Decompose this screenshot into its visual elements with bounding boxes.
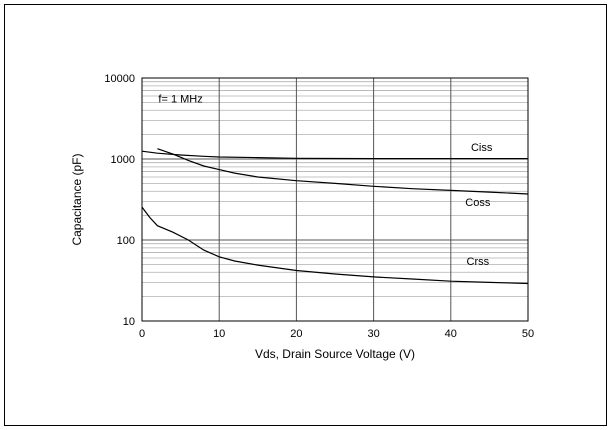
series-line-coss — [157, 148, 529, 195]
y-tick-label: 10 — [123, 316, 135, 328]
annotations: f= 1 MHz Ciss Coss Crss — [158, 93, 492, 268]
annotation-label: Crss — [467, 256, 490, 268]
series-layer — [141, 148, 529, 285]
plot-area-border — [141, 77, 529, 322]
series-line-ciss — [141, 150, 528, 160]
x-tick-label: 20 — [290, 328, 302, 340]
annotation-label: Ciss — [471, 142, 493, 154]
x-tick-label: 10 — [213, 328, 225, 340]
x-tick-label: 0 — [139, 328, 145, 340]
y-tick-label: 100 — [117, 235, 135, 247]
annotation-label: f= 1 MHz — [158, 93, 202, 105]
capacitance-chart: 0 10 20 30 40 50 10 100 1000 10000 f= 1 MHz Ciss Co… — [70, 73, 534, 361]
y-tick-label: 10000 — [104, 73, 135, 85]
x-tick-label: 40 — [445, 328, 457, 340]
y-axis-label: Capacitance (pF) — [70, 153, 84, 245]
chart-frame: 0 10 20 30 40 50 10 100 1000 10000 f= 1 MHz Ciss Co… — [4, 4, 607, 426]
x-tick-label: 50 — [522, 328, 534, 340]
x-axis-label: Vds, Drain Source Voltage (V) — [255, 347, 415, 361]
tick-labels: 0 10 20 30 40 50 10 100 1000 10000 — [104, 73, 534, 340]
annotation-label: Coss — [465, 197, 491, 209]
series-line-crss — [141, 206, 529, 285]
y-tick-label: 1000 — [111, 154, 135, 166]
minor-gridlines — [142, 81, 528, 298]
x-tick-label: 30 — [367, 328, 379, 340]
